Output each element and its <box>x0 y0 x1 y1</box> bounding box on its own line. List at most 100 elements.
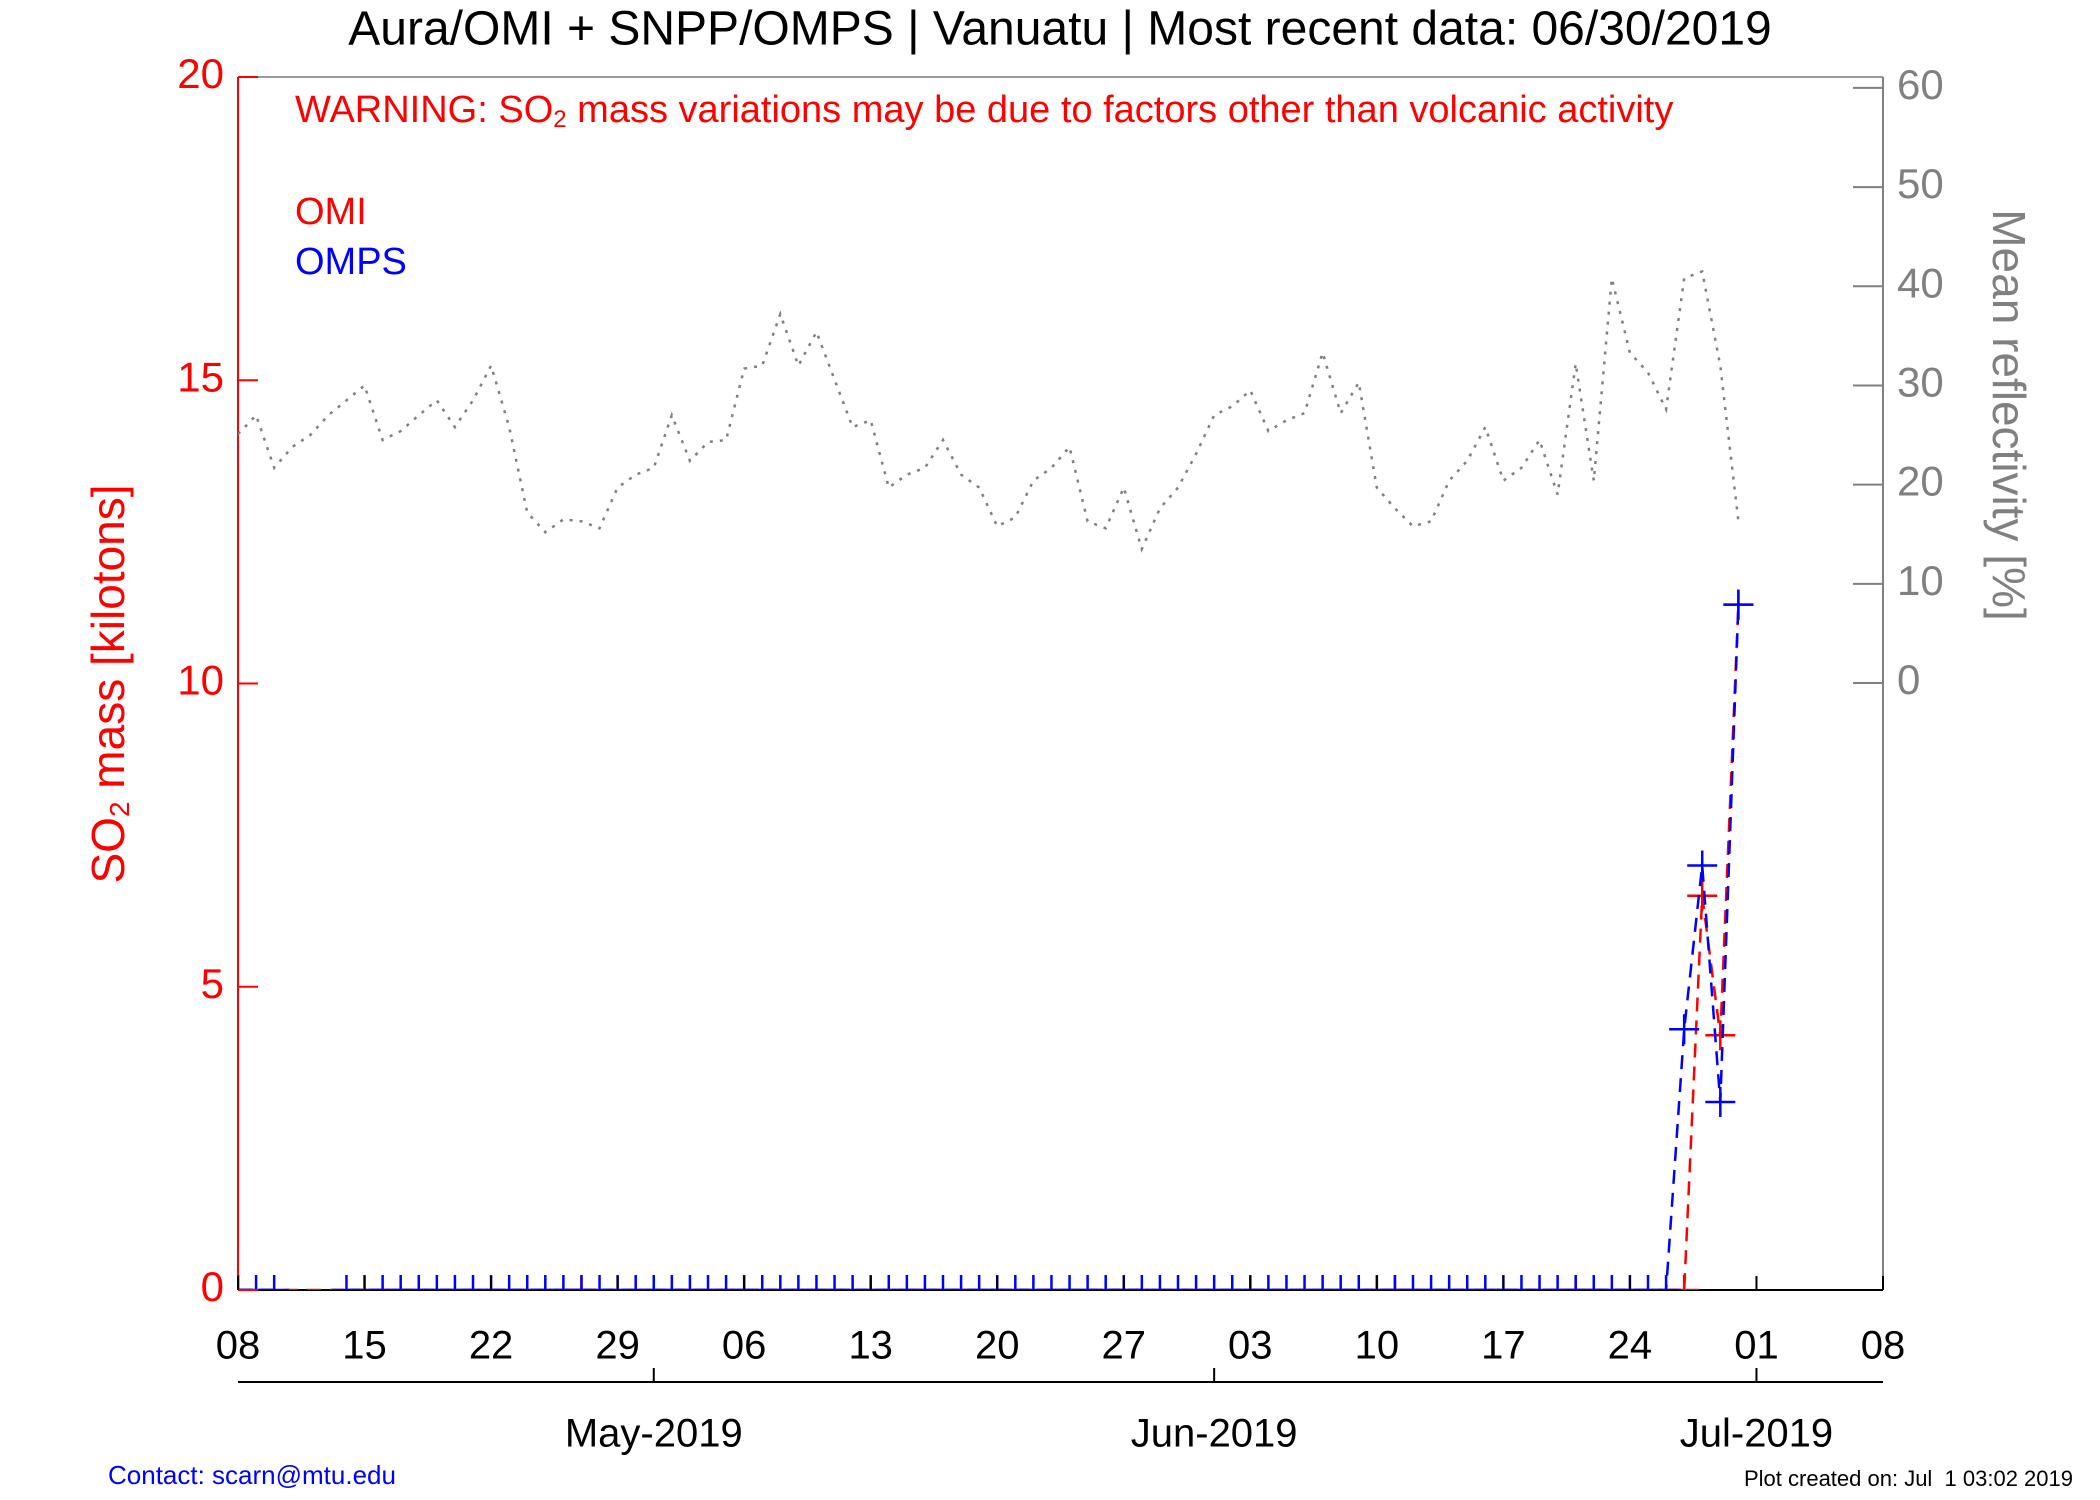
marker <box>1072 1275 1103 1290</box>
marker <box>1289 1275 1320 1290</box>
marker <box>1379 1275 1410 1290</box>
x-tick-label: 27 <box>1102 1324 1147 1368</box>
marker <box>494 1275 525 1290</box>
marker <box>1398 1275 1428 1290</box>
x-tick-label: 13 <box>848 1324 893 1368</box>
marker <box>656 1275 687 1290</box>
marker <box>1416 1275 1447 1290</box>
x-tick-label: 20 <box>975 1324 1020 1368</box>
x-tick-label: 15 <box>342 1324 387 1368</box>
marker <box>747 1275 778 1290</box>
marker <box>1018 1275 1049 1290</box>
marker <box>1633 1275 1663 1290</box>
marker <box>837 1275 868 1290</box>
marker <box>1253 1275 1284 1290</box>
marker <box>1000 1275 1031 1290</box>
marker <box>385 1275 416 1290</box>
marker <box>638 1275 669 1290</box>
marker <box>1090 1275 1121 1290</box>
contact: Contact: scarn@mtu.edu <box>108 1460 396 1490</box>
marker <box>1596 1275 1627 1290</box>
marker <box>1144 1275 1175 1290</box>
x-tick-label: 24 <box>1608 1324 1653 1368</box>
marker <box>1452 1275 1483 1290</box>
marker <box>1705 1086 1736 1117</box>
marker <box>421 1275 452 1290</box>
marker <box>241 1275 272 1290</box>
warning-text: mass variations may be due to factors ot… <box>567 89 1674 131</box>
y-tick-label: 5 <box>201 960 224 1007</box>
marker <box>1163 1275 1193 1290</box>
y-label-text: SO <box>82 817 134 883</box>
y2-tick-label: 10 <box>1897 557 1944 604</box>
legend-entry: OMI <box>295 191 367 233</box>
marker <box>1669 1275 1700 1290</box>
plot-area <box>238 269 1754 1290</box>
x-tick-label: 22 <box>469 1324 514 1368</box>
marker <box>1669 1014 1700 1045</box>
marker <box>674 1275 705 1290</box>
marker <box>367 1275 398 1290</box>
so2-line <box>238 604 1740 1290</box>
x-tick-label: 29 <box>595 1324 640 1368</box>
marker <box>1470 1275 1501 1290</box>
marker <box>512 1275 543 1290</box>
y-tick-label: 20 <box>177 50 224 97</box>
y2-tick-label: 0 <box>1897 656 1920 703</box>
warning-text: WARNING: SO <box>295 89 553 131</box>
marker <box>620 1275 651 1290</box>
x-tick-label: 01 <box>1734 1324 1779 1368</box>
warning: WARNING: SO2 mass variations may be due … <box>295 89 1673 133</box>
marker <box>801 1275 832 1290</box>
x-tick-label: 08 <box>216 1324 261 1368</box>
marker <box>1723 589 1754 620</box>
y2-axis-label: Mean reflectivity [%] <box>1983 209 2035 621</box>
marker <box>548 1275 579 1290</box>
reflectivity-line <box>238 269 1740 553</box>
y-tick-label: 15 <box>177 353 224 400</box>
marker <box>1181 1275 1212 1290</box>
y2-tick-label: 30 <box>1897 359 1944 406</box>
y-axis-label: SO2 mass [kilotons] <box>82 484 135 883</box>
y-tick-label: 10 <box>177 657 224 704</box>
y-tick-label: 0 <box>201 1263 224 1310</box>
month-label: Jun-2019 <box>1131 1412 1298 1456</box>
created-note: Plot created on: Jul 1 03:02 2019 <box>1744 1466 2073 1491</box>
marker <box>259 1275 290 1290</box>
y2-tick-label: 60 <box>1897 61 1944 108</box>
y2-tick-label: 50 <box>1897 160 1944 207</box>
marker <box>1217 1275 1248 1290</box>
marker <box>1506 1275 1537 1290</box>
marker <box>1325 1275 1356 1290</box>
legend-entry: OMPS <box>295 241 407 283</box>
warning-subscript: 2 <box>553 106 566 133</box>
marker <box>1524 1275 1555 1290</box>
x-tick-label: 03 <box>1228 1324 1273 1368</box>
marker <box>1036 1275 1067 1290</box>
marker <box>1705 1020 1736 1051</box>
marker <box>458 1275 488 1290</box>
marker <box>946 1275 977 1290</box>
marker <box>1578 1275 1609 1290</box>
marker <box>909 1275 940 1290</box>
marker <box>711 1275 742 1290</box>
chart-title: Aura/OMI + SNPP/OMPS | Vanuatu | Most re… <box>348 3 1771 56</box>
marker <box>584 1275 615 1290</box>
marker <box>1307 1275 1338 1290</box>
x-tick-label: 17 <box>1481 1324 1526 1368</box>
marker <box>1271 1275 1302 1290</box>
marker <box>783 1275 814 1290</box>
marker <box>891 1275 922 1290</box>
marker <box>1560 1275 1591 1290</box>
y2-tick-label: 20 <box>1897 458 1944 505</box>
marker <box>765 1275 796 1290</box>
marker <box>1199 1275 1230 1290</box>
marker <box>964 1275 995 1290</box>
x-tick-label: 06 <box>722 1324 767 1368</box>
marker <box>1542 1275 1573 1290</box>
marker <box>566 1275 597 1290</box>
marker <box>1434 1275 1465 1290</box>
x-tick-label: 10 <box>1355 1324 1400 1368</box>
marker <box>403 1275 434 1290</box>
